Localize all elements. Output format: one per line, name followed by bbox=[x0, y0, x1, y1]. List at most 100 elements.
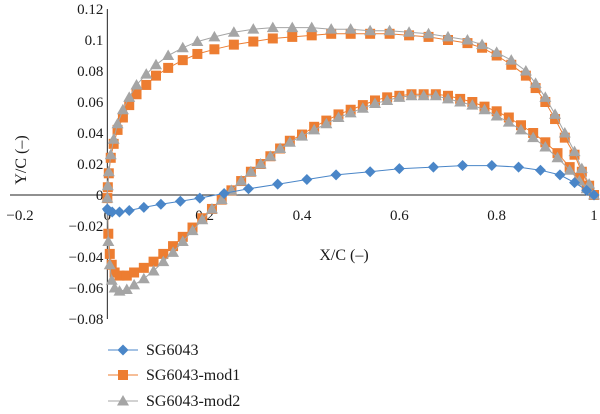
data-point bbox=[196, 213, 209, 225]
legend-diamond-marker bbox=[117, 344, 129, 356]
data-point bbox=[325, 23, 338, 34]
data-point bbox=[308, 123, 321, 135]
data-point bbox=[457, 160, 469, 172]
y-tick-label: −0.04 bbox=[69, 250, 104, 266]
data-point bbox=[551, 151, 564, 163]
x-tick-label: 0.6 bbox=[390, 208, 409, 224]
data-point bbox=[505, 54, 518, 65]
x-tick-label: 0.8 bbox=[487, 208, 506, 224]
data-point bbox=[330, 169, 342, 181]
data-point bbox=[344, 23, 357, 34]
data-point bbox=[264, 150, 277, 161]
data-point bbox=[103, 258, 116, 270]
data-point bbox=[131, 89, 142, 100]
data-point bbox=[486, 160, 498, 172]
data-point bbox=[235, 175, 248, 186]
data-point bbox=[215, 193, 228, 205]
data-point bbox=[104, 248, 115, 259]
y-tick-label: 0.06 bbox=[77, 95, 104, 111]
y-tick-label: −0.02 bbox=[69, 219, 104, 235]
data-point bbox=[287, 31, 298, 42]
data-point bbox=[129, 267, 140, 278]
data-point bbox=[442, 30, 454, 42]
series-sg6043-mod2 bbox=[101, 21, 600, 296]
data-point bbox=[476, 38, 489, 50]
y-axis-title: Y/C (–) bbox=[13, 135, 30, 184]
data-point bbox=[137, 272, 150, 284]
data-point bbox=[205, 202, 218, 214]
legend-entry-sg6043-mod2: SG6043-mod2 bbox=[108, 393, 240, 410]
data-point bbox=[162, 49, 175, 60]
data-point bbox=[140, 68, 153, 79]
legend-label: SG6043 bbox=[146, 342, 198, 359]
y-tick-label: 0.08 bbox=[77, 64, 103, 80]
y-tick-label: 0.02 bbox=[77, 157, 103, 173]
data-point bbox=[192, 48, 203, 59]
data-point bbox=[218, 187, 230, 199]
data-point bbox=[272, 178, 284, 190]
data-point bbox=[105, 274, 118, 285]
legend-square-marker bbox=[118, 370, 128, 380]
data-point bbox=[568, 145, 581, 157]
data-point bbox=[332, 111, 345, 122]
data-point bbox=[274, 142, 287, 153]
data-point bbox=[417, 89, 430, 101]
data-point bbox=[296, 130, 308, 141]
data-point bbox=[163, 62, 174, 73]
data-point bbox=[513, 161, 525, 173]
data-point bbox=[107, 133, 120, 144]
data-point bbox=[519, 65, 532, 76]
data-point bbox=[588, 189, 600, 201]
data-point bbox=[174, 195, 186, 207]
data-point bbox=[534, 164, 546, 176]
legend-entry-sg6043: SG6043 bbox=[108, 342, 198, 359]
data-point bbox=[549, 108, 562, 119]
data-point bbox=[466, 99, 479, 110]
data-point bbox=[138, 201, 150, 213]
data-point bbox=[247, 23, 260, 34]
data-point bbox=[158, 248, 169, 259]
data-point bbox=[102, 235, 115, 246]
legend: SG6043 SG6043-mod1 SG6043-mod2 bbox=[108, 342, 240, 410]
legend-triangle-marker bbox=[117, 395, 129, 406]
data-point bbox=[176, 41, 189, 53]
data-point bbox=[422, 27, 435, 39]
data-point bbox=[167, 246, 180, 257]
data-point bbox=[141, 79, 152, 90]
data-point bbox=[490, 109, 503, 121]
data-point bbox=[254, 158, 267, 169]
data-point bbox=[393, 163, 405, 175]
series-layer bbox=[101, 21, 600, 296]
data-point bbox=[147, 264, 160, 276]
data-point bbox=[405, 89, 418, 101]
data-point bbox=[177, 55, 188, 66]
data-point bbox=[364, 166, 376, 178]
y-tick-label: −0.06 bbox=[69, 281, 104, 297]
data-point bbox=[569, 177, 581, 189]
data-point bbox=[227, 26, 240, 37]
data-point bbox=[558, 127, 571, 138]
data-point bbox=[155, 198, 167, 210]
data-point bbox=[575, 162, 588, 174]
data-point bbox=[364, 24, 377, 36]
y-tick-label: 0 bbox=[96, 188, 104, 204]
data-point bbox=[461, 34, 474, 45]
data-point bbox=[527, 131, 540, 143]
data-point bbox=[478, 103, 491, 115]
data-point bbox=[228, 39, 239, 50]
series-sg6043 bbox=[101, 160, 600, 218]
data-point bbox=[393, 91, 406, 102]
data-point bbox=[301, 174, 313, 185]
data-point bbox=[148, 256, 159, 267]
data-point bbox=[186, 224, 199, 236]
y-tick-label: −0.08 bbox=[69, 312, 104, 328]
data-point bbox=[490, 46, 503, 57]
y-tick-label: 0.12 bbox=[77, 2, 103, 18]
x-tick-label: 1 bbox=[590, 208, 598, 224]
data-point bbox=[381, 94, 394, 105]
data-point bbox=[150, 58, 162, 70]
data-point bbox=[403, 26, 416, 37]
data-point bbox=[104, 148, 117, 160]
data-point bbox=[581, 184, 593, 196]
